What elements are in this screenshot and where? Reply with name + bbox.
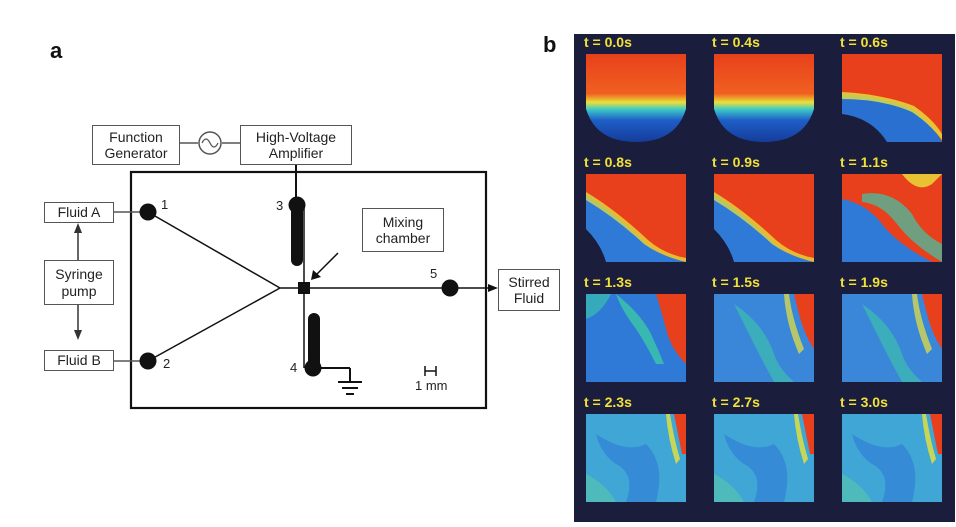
device-chip-outline — [129, 170, 488, 410]
stirred-fluid-box: Stirred Fluid — [498, 269, 560, 311]
scale-bar-label: 1 mm — [415, 378, 448, 393]
fluid-a-box: Fluid A — [44, 202, 114, 223]
port-5-dot — [441, 279, 459, 297]
callout-arrow-icon — [311, 270, 321, 280]
frame-time-label: t = 2.3s — [584, 394, 632, 410]
sine-wave-icon — [201, 138, 219, 148]
fluid-b-box: Fluid B — [44, 350, 114, 371]
port-1-dot — [139, 203, 157, 221]
mixing-frame-image — [586, 174, 686, 262]
frame-time-label: t = 0.4s — [712, 34, 760, 50]
mixing-frame-image — [586, 414, 686, 502]
port-5-label: 5 — [430, 266, 438, 281]
frame-time-label: t = 1.1s — [840, 154, 888, 170]
port-4-label: 4 — [290, 360, 298, 375]
syringe-pump-box: Syringe pump — [44, 260, 114, 305]
arrow-up-icon — [74, 223, 82, 233]
amplifier-box: High-Voltage Amplifier — [240, 125, 352, 165]
mixing-frame-image — [586, 54, 686, 142]
port-1-label: 1 — [161, 197, 169, 212]
frame-time-label: t = 3.0s — [840, 394, 888, 410]
frame-time-label: t = 0.0s — [584, 34, 632, 50]
electrode-3-bar — [291, 206, 303, 266]
electrode-4-bar — [308, 313, 320, 368]
port-3-dot — [288, 196, 306, 214]
arrow-down-icon — [74, 330, 82, 340]
schematic-wires — [74, 131, 498, 410]
port-2-dot — [139, 352, 157, 370]
frame-time-label: t = 1.3s — [584, 274, 632, 290]
channel-inlet-2 — [147, 287, 281, 362]
panel-b-image-grid: t = 0.0s t = 0.4s t = 0.6s t = 0.8s t = 0.… — [574, 34, 955, 522]
outlet-arrow-icon — [488, 284, 498, 292]
frame-time-label: t = 2.7s — [712, 394, 760, 410]
frame-time-label: t = 1.5s — [712, 274, 760, 290]
panel-b-letter: b — [543, 32, 557, 57]
frame-time-label: t = 0.9s — [712, 154, 760, 170]
channel-inlet-1 — [147, 211, 281, 289]
mixing-frame-image — [714, 174, 814, 262]
frame-time-label: t = 1.9s — [840, 274, 888, 290]
panel-a-letter: a — [50, 38, 63, 63]
mixing-frame-image — [842, 54, 942, 142]
function-generator-box: Function Generator — [92, 125, 180, 165]
mixing-frame-image — [842, 174, 942, 262]
mixing-frame-image — [714, 414, 814, 502]
mixing-frame-image — [842, 414, 942, 502]
frame-time-label: t = 0.6s — [840, 34, 888, 50]
mixing-frame-image — [842, 294, 942, 382]
port-2-label: 2 — [163, 356, 171, 371]
mixing-frame-image — [714, 54, 814, 142]
port-3-label: 3 — [276, 198, 284, 213]
mixing-chamber-label-box: Mixing chamber — [362, 208, 444, 252]
frame-time-label: t = 0.8s — [584, 154, 632, 170]
mixing-frame-image — [586, 294, 686, 382]
mixing-frame-image — [714, 294, 814, 382]
mixing-chamber-square — [298, 282, 310, 294]
